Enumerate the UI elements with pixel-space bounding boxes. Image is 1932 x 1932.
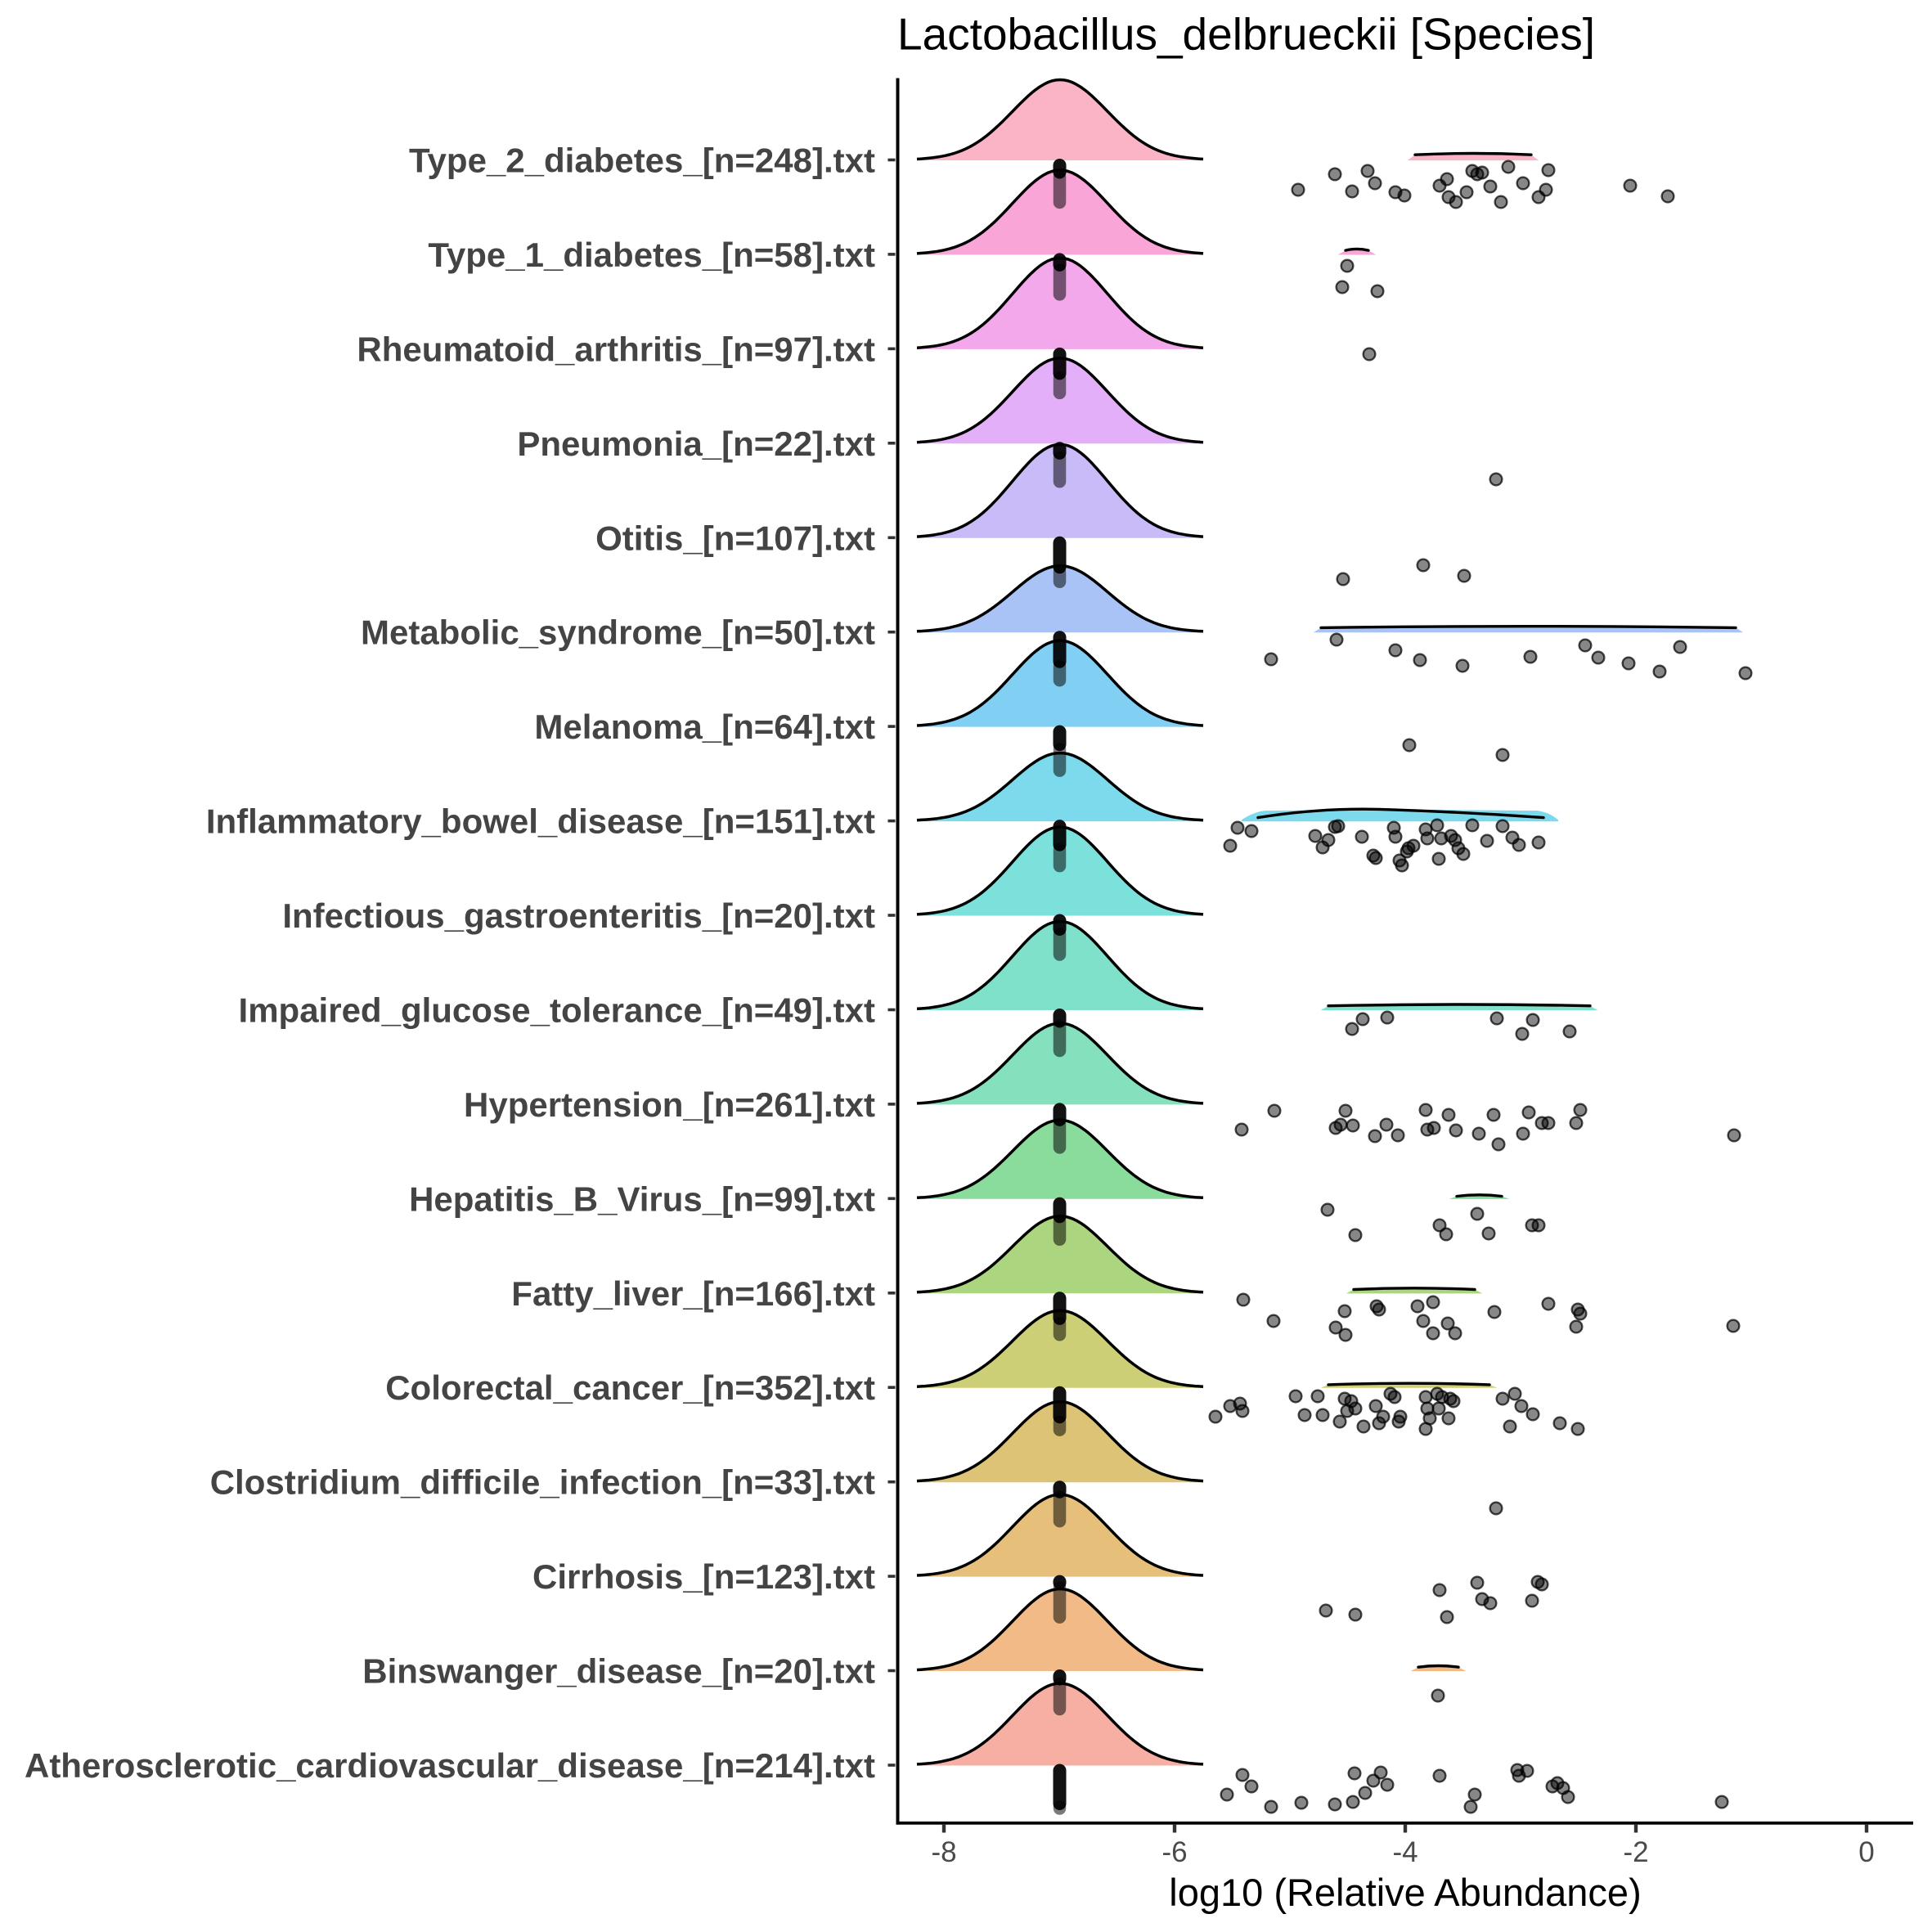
svg-text:Impaired_glucose_tolerance_[n=: Impaired_glucose_tolerance_[n=49].txt: [239, 991, 875, 1030]
svg-text:Hypertension_[n=261].txt: Hypertension_[n=261].txt: [464, 1085, 875, 1124]
svg-text:Melanoma_[n=64].txt: Melanoma_[n=64].txt: [534, 708, 875, 746]
svg-text:Colorectal_cancer_[n=352].txt: Colorectal_cancer_[n=352].txt: [385, 1368, 875, 1407]
svg-text:Pneumonia_[n=22].txt: Pneumonia_[n=22].txt: [517, 425, 875, 463]
svg-text:Hepatitis_B_Virus_[n=99].txt: Hepatitis_B_Virus_[n=99].txt: [409, 1179, 875, 1218]
svg-text:Clostridium_difficile_infectio: Clostridium_difficile_infection_[n=33].t…: [210, 1463, 875, 1502]
svg-text:Cirrhosis_[n=123].txt: Cirrhosis_[n=123].txt: [532, 1557, 875, 1596]
svg-text:-8: -8: [931, 1836, 956, 1868]
svg-text:Rheumatoid_arthritis_[n=97].tx: Rheumatoid_arthritis_[n=97].txt: [357, 330, 875, 368]
svg-text:Otitis_[n=107].txt: Otitis_[n=107].txt: [595, 519, 875, 557]
svg-text:Binswanger_disease_[n=20].txt: Binswanger_disease_[n=20].txt: [362, 1652, 875, 1691]
svg-text:Inflammatory_bowel_disease_[n=: Inflammatory_bowel_disease_[n=151].txt: [206, 802, 875, 841]
svg-text:Fatty_liver_[n=166].txt: Fatty_liver_[n=166].txt: [511, 1274, 875, 1313]
svg-text:0: 0: [1858, 1836, 1874, 1868]
svg-text:-6: -6: [1161, 1836, 1187, 1868]
svg-text:Infectious_gastroenteritis_[n=: Infectious_gastroenteritis_[n=20].txt: [282, 896, 875, 935]
svg-text:log10 (Relative Abundance): log10 (Relative Abundance): [1169, 1871, 1641, 1914]
svg-text:Type_2_diabetes_[n=248].txt: Type_2_diabetes_[n=248].txt: [409, 142, 875, 180]
svg-text:Type_1_diabetes_[n=58].txt: Type_1_diabetes_[n=58].txt: [428, 236, 875, 274]
svg-text:-4: -4: [1392, 1836, 1418, 1868]
svg-text:Atherosclerotic_cardiovascular: Atherosclerotic_cardiovascular_disease_[…: [25, 1746, 875, 1785]
svg-text:-2: -2: [1623, 1836, 1648, 1868]
svg-text:Metabolic_syndrome_[n=50].txt: Metabolic_syndrome_[n=50].txt: [361, 613, 875, 652]
svg-text:Lactobacillus_delbrueckii [Spe: Lactobacillus_delbrueckii [Species]: [897, 9, 1595, 60]
